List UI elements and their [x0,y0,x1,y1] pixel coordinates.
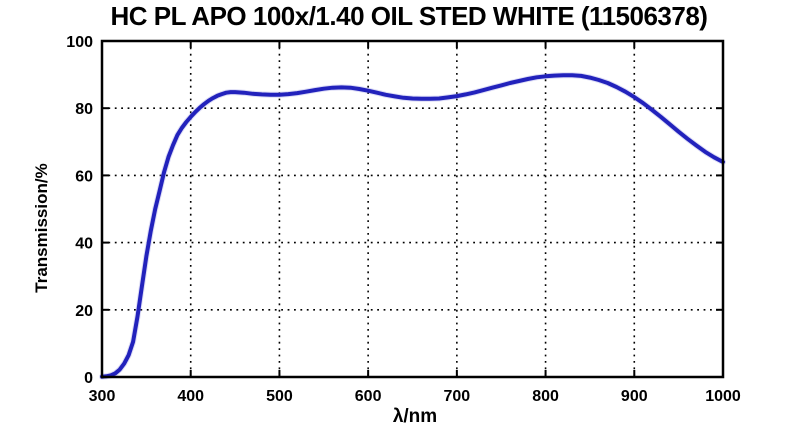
y-tick-label: 20 [75,303,93,320]
x-tick-label: 400 [177,388,204,405]
x-tick-label: 900 [621,388,648,405]
y-tick-label: 40 [75,236,93,253]
x-axis-label: λ/nm [392,406,438,427]
x-tick-label: 700 [444,388,471,405]
y-tick-label: 80 [75,101,93,118]
transmission-curve-halo [99,72,726,380]
x-tick-label: 600 [355,388,382,405]
y-tick-label: 60 [75,168,93,185]
x-tick-label: 1000 [705,388,741,405]
x-tick-label: 300 [89,388,116,405]
x-tick-label: 500 [266,388,293,405]
transmission-curve [100,73,725,379]
y-tick-label: 0 [84,370,93,387]
x-tick-label: 800 [532,388,559,405]
y-tick-label: 100 [66,34,93,51]
chart-title: HC PL APO 100x/1.40 OIL STED WHITE (1150… [110,1,708,31]
plot-border [100,39,725,379]
